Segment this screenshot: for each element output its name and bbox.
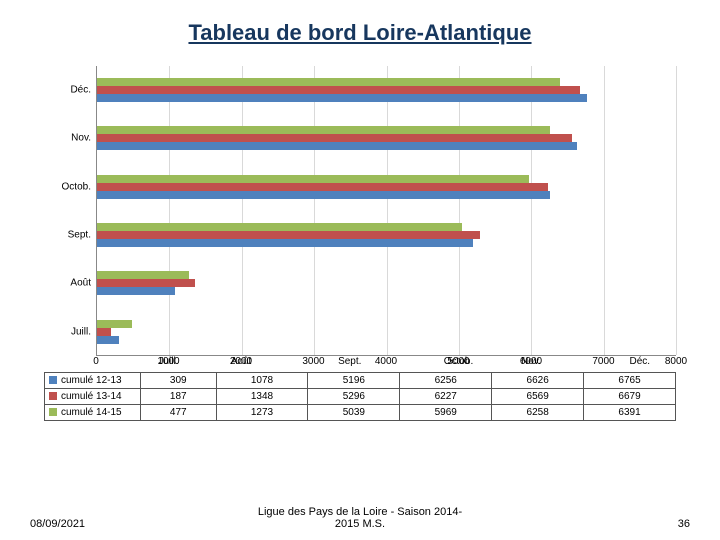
table-cell: 6258	[492, 405, 584, 421]
x-tick-number: 7000	[592, 356, 614, 367]
table-cell: 5969	[400, 405, 492, 421]
bar-s1	[97, 86, 580, 94]
bar-s0	[97, 94, 587, 102]
bar-chart: Déc.Nov.Octob.Sept.AoûtJuill.	[96, 66, 676, 356]
data-table: cumulé 12-1330910785196625666266765cumul…	[44, 372, 676, 421]
x-tick-month: Déc.	[629, 356, 650, 367]
table-cell: 6391	[584, 405, 676, 421]
legend-swatch	[49, 392, 57, 400]
legend-label: cumulé 12-13	[61, 375, 122, 386]
footer-date: 08/09/2021	[30, 518, 85, 530]
bar-s2	[97, 78, 560, 86]
bar-s0	[97, 142, 577, 150]
category-label: Nov.	[37, 133, 91, 144]
bar-s1	[97, 328, 111, 336]
table-cell: 6256	[400, 373, 492, 389]
chart-row: Nov.	[97, 114, 676, 162]
table-cell: 477	[141, 405, 217, 421]
table-row: cumulé 12-13 30910785196625666266765	[45, 373, 676, 389]
table-cell: 309	[141, 373, 217, 389]
legend-label: cumulé 14-15	[61, 407, 122, 418]
page-title: Tableau de bord Loire-Atlantique	[30, 20, 690, 46]
table-cell: 6227	[400, 389, 492, 405]
x-tick-number: 0	[93, 356, 99, 367]
legend-swatch	[49, 376, 57, 384]
bar-s2	[97, 223, 462, 231]
bar-s1	[97, 231, 480, 239]
legend-label: cumulé 13-14	[61, 391, 122, 402]
x-tick-number: 8000	[665, 356, 687, 367]
bar-s2	[97, 271, 189, 279]
bar-s0	[97, 239, 473, 247]
table-cell: 1078	[216, 373, 308, 389]
bar-s2	[97, 126, 550, 134]
category-label: Déc.	[37, 85, 91, 96]
bar-s0	[97, 336, 119, 344]
x-tick-month: Octob.	[444, 356, 473, 367]
x-tick-month: Sept.	[338, 356, 361, 367]
table-cell: 6569	[492, 389, 584, 405]
footer-page-number: 36	[678, 518, 690, 530]
category-label: Août	[37, 278, 91, 289]
x-axis-labels: 010002000300040005000600070008000Juill.A…	[96, 356, 676, 370]
category-label: Octob.	[37, 181, 91, 192]
table-row: cumulé 13-14 18713485296622765696679	[45, 389, 676, 405]
table-cell: 1348	[216, 389, 308, 405]
chart-row: Octob.	[97, 163, 676, 211]
legend-cell: cumulé 12-13	[45, 373, 141, 389]
footer-center: Ligue des Pays de la Loire - Saison 2014…	[30, 506, 690, 530]
chart-row: Sept.	[97, 211, 676, 259]
x-tick-number: 3000	[302, 356, 324, 367]
bar-s1	[97, 279, 195, 287]
x-tick-month: Nov.	[521, 356, 541, 367]
x-tick-month: Août	[231, 356, 252, 367]
table-cell: 5039	[308, 405, 400, 421]
table-cell: 6626	[492, 373, 584, 389]
table-cell: 6765	[584, 373, 676, 389]
x-tick-number: 4000	[375, 356, 397, 367]
chart-row: Juill.	[97, 308, 676, 356]
category-label: Juill.	[37, 326, 91, 337]
bar-s2	[97, 175, 529, 183]
bar-s0	[97, 287, 175, 295]
table-row: cumulé 14-15 47712735039596962586391	[45, 405, 676, 421]
table-cell: 1273	[216, 405, 308, 421]
table-cell: 6679	[584, 389, 676, 405]
legend-cell: cumulé 13-14	[45, 389, 141, 405]
x-tick-month: Juill.	[158, 356, 178, 367]
chart-row: Déc.	[97, 66, 676, 114]
bar-s1	[97, 183, 548, 191]
table-cell: 5196	[308, 373, 400, 389]
bar-s1	[97, 134, 572, 142]
chart-row: Août	[97, 259, 676, 307]
category-label: Sept.	[37, 230, 91, 241]
bar-s2	[97, 320, 132, 328]
legend-cell: cumulé 14-15	[45, 405, 141, 421]
table-cell: 5296	[308, 389, 400, 405]
table-cell: 187	[141, 389, 217, 405]
bar-s0	[97, 191, 550, 199]
legend-swatch	[49, 408, 57, 416]
slide-footer: 08/09/2021 Ligue des Pays de la Loire - …	[30, 506, 690, 530]
